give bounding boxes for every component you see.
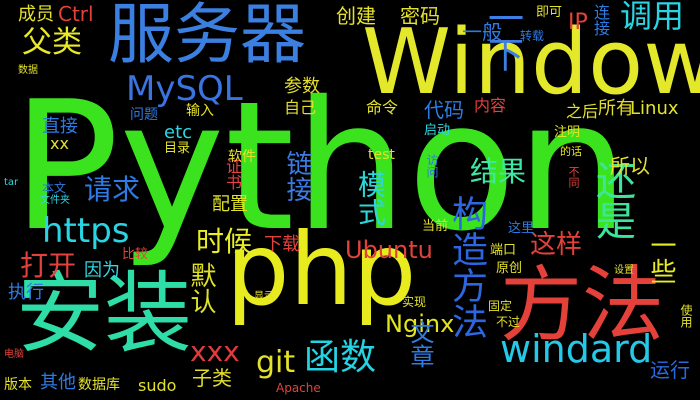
cloud-word: 的话	[560, 145, 582, 158]
cloud-word: 创建	[336, 4, 376, 28]
cloud-word: 即可	[536, 5, 563, 20]
cloud-word: xxx	[190, 335, 240, 368]
cloud-word: 当前	[422, 219, 449, 234]
cloud-word: 请求	[84, 173, 141, 206]
cloud-word: Ctrl	[58, 2, 94, 26]
cloud-word: 其他	[40, 372, 76, 393]
cloud-word: 安装	[16, 262, 193, 365]
cloud-word: 这里	[508, 221, 535, 236]
cloud-word: 执行	[8, 282, 44, 303]
cloud-word: 一般	[462, 20, 502, 44]
cloud-word: 父类	[22, 25, 82, 60]
cloud-word: 这样	[530, 230, 583, 260]
cloud-word: Python	[12, 63, 630, 270]
cloud-word: 转载	[520, 29, 545, 43]
cloud-word: Window	[362, 10, 700, 115]
cloud-word: 直接	[42, 116, 78, 137]
cloud-word: 版本	[4, 377, 32, 393]
cloud-word: 之后	[566, 102, 599, 121]
cloud-word: 文件夹	[40, 195, 70, 206]
cloud-word: 原创	[496, 261, 523, 276]
cloud-word: 子类	[192, 366, 232, 390]
cloud-word: 下载	[264, 234, 300, 255]
cloud-word: 所有	[598, 98, 634, 119]
cloud-word: 文章	[406, 320, 434, 368]
cloud-word: 结果	[470, 155, 527, 188]
cloud-word: Ubuntu	[345, 236, 433, 264]
cloud-word: 因为	[84, 260, 120, 281]
cloud-word: 函数	[304, 337, 377, 378]
cloud-word: 电脑	[4, 349, 24, 360]
cloud-word: 内容	[474, 96, 507, 115]
cloud-word: 一下	[482, 0, 523, 72]
cloud-word: 启动	[424, 123, 451, 138]
cloud-word: 还是	[589, 160, 635, 240]
cloud-word: 显示	[254, 291, 274, 302]
cloud-word: 调用	[620, 0, 685, 35]
cloud-word: 连接	[591, 4, 610, 36]
cloud-word: 软件	[228, 149, 256, 165]
cloud-word: test	[368, 147, 395, 163]
cloud-word: etc	[164, 122, 193, 143]
cloud-word: 目录	[164, 141, 191, 156]
cloud-word: 链接	[282, 150, 312, 202]
cloud-word: 不过	[496, 315, 521, 329]
cloud-word: Nginx	[385, 310, 455, 338]
cloud-word: 证书	[223, 158, 242, 190]
cloud-word: 设置	[614, 265, 634, 276]
cloud-word: 本文	[42, 181, 67, 195]
cloud-word: Linux	[630, 98, 679, 119]
cloud-word: 密码	[400, 4, 440, 28]
cloud-word: Apache	[276, 381, 321, 395]
cloud-word: 使用	[679, 304, 693, 328]
cloud-word: xx	[50, 134, 69, 153]
cloud-word: 不同	[567, 166, 580, 188]
cloud-word: 方法	[500, 258, 665, 353]
cloud-word: 一些	[646, 232, 676, 284]
cloud-word: 默认	[186, 262, 216, 314]
cloud-word: php	[226, 211, 417, 328]
cloud-word: 代码	[424, 98, 464, 122]
cloud-word: 运行	[650, 358, 690, 382]
cloud-word: https	[42, 211, 130, 251]
cloud-word: 实现	[402, 295, 427, 309]
cloud-word: windard	[500, 327, 653, 371]
cloud-word: git	[256, 345, 296, 380]
cloud-word: 自己	[284, 98, 317, 117]
cloud-word: 打开	[20, 249, 77, 282]
cloud-word: 模式	[354, 170, 387, 226]
cloud-word: 注明	[554, 125, 581, 140]
cloud-word: IP	[568, 10, 588, 35]
cloud-word: 数据	[18, 65, 38, 76]
cloud-word: 比较	[122, 247, 149, 262]
cloud-word: 数据库	[78, 377, 120, 393]
cloud-word: sudo	[138, 376, 177, 395]
cloud-word: 成员	[18, 4, 54, 25]
cloud-word: 端口	[490, 243, 517, 258]
cloud-word: 输入	[186, 103, 214, 119]
cloud-word: MySQL	[126, 69, 243, 109]
cloud-word: 问题	[130, 107, 158, 123]
cloud-word: 参数	[284, 76, 320, 97]
cloud-word: 固定	[488, 299, 513, 313]
cloud-word: 配置	[212, 194, 248, 215]
cloud-word: tar	[4, 177, 19, 188]
cloud-word: 构造方法	[446, 195, 487, 339]
cloud-word: 服务器	[108, 0, 306, 73]
cloud-word: 命令	[366, 98, 399, 117]
cloud-word: 访问	[425, 154, 439, 178]
cloud-word: 时候	[196, 225, 253, 258]
cloud-word: 所以	[610, 154, 650, 178]
